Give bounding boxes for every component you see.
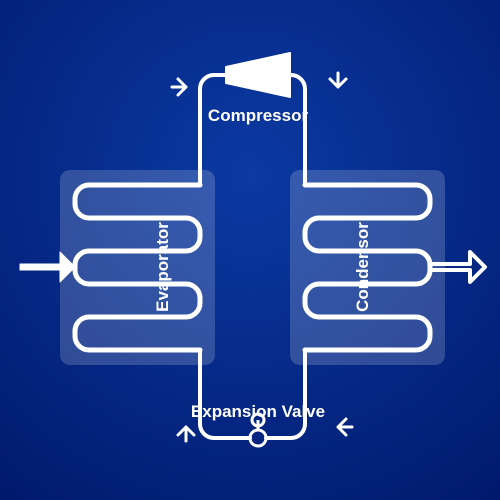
evaporator-box	[60, 170, 215, 365]
compressor-label: Compressor	[208, 106, 308, 126]
evaporator-label: Evaporator	[153, 222, 173, 312]
expansion-valve-label: Expansion Valve	[191, 402, 325, 422]
refrigeration-cycle-diagram: Compressor Expansion Valve Evaporator Co…	[0, 0, 500, 500]
condensor-label: Condensor	[353, 222, 373, 312]
